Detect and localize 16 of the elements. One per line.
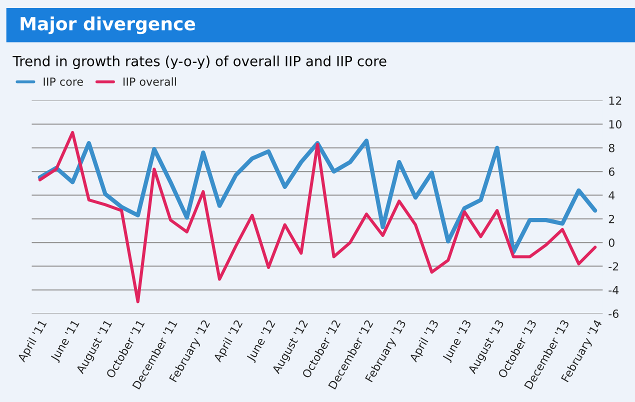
line-series [38, 138, 598, 254]
y-tick-label: 8 [608, 144, 614, 152]
y-tick-label: -2 [608, 262, 618, 270]
chart-subtitle: Trend in growth rates (y-o-y) of overall IIP and IIP core [12, 56, 386, 70]
legend-label: IIP core [44, 78, 83, 86]
y-tick-label: 12 [609, 96, 622, 105]
chart-title: Major divergence [20, 16, 196, 34]
line-series [38, 130, 597, 304]
y-tick-label: -6 [608, 310, 618, 318]
y-tick-label: 2 [608, 214, 614, 224]
y-tick-label: 0 [608, 238, 614, 247]
y-tick-label: 4 [608, 191, 615, 200]
y-tick-label: -4 [608, 286, 619, 294]
y-tick-label: 6 [608, 167, 614, 176]
y-tick-label: 10 [609, 120, 622, 129]
legend-label: IIP overall [124, 77, 176, 86]
